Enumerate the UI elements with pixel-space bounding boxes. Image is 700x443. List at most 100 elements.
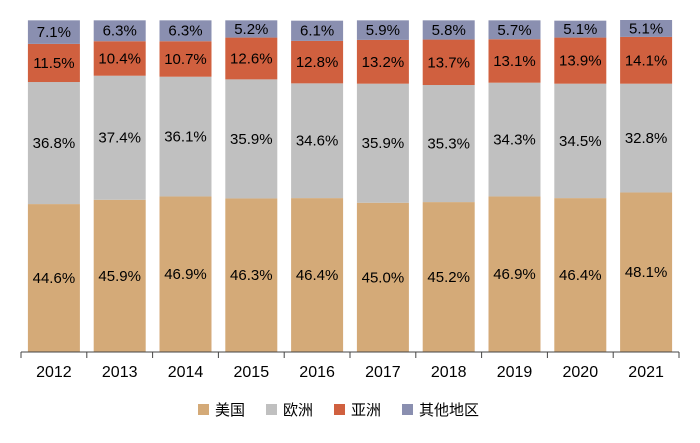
bar-segment [620, 20, 673, 37]
bar-segment [27, 204, 80, 352]
bar-segment [488, 82, 541, 197]
value-label: 13.1% [493, 53, 536, 70]
value-label: 48.1% [625, 264, 668, 281]
legend-label: 美国 [215, 402, 245, 419]
bar-segment [225, 198, 278, 352]
value-label: 5.8% [432, 22, 466, 39]
bar-segment [291, 20, 344, 41]
value-label: 46.3% [230, 267, 273, 284]
bar-segment [159, 20, 212, 42]
value-label: 35.9% [230, 131, 273, 148]
bar-segment [93, 199, 146, 352]
bar-segment [422, 20, 475, 40]
bar-segment [554, 83, 607, 199]
bar-segment [27, 43, 80, 83]
value-label: 34.5% [559, 133, 602, 150]
legend-swatch [266, 404, 277, 415]
bar-segment [356, 202, 409, 352]
bar-segment [620, 36, 673, 84]
bar-segment [93, 41, 146, 76]
value-label: 14.1% [625, 52, 668, 69]
value-label: 6.1% [300, 23, 334, 40]
value-label: 45.0% [362, 269, 405, 286]
bar-segment [620, 83, 673, 193]
bar-segment [356, 20, 409, 40]
bar-segment [93, 20, 146, 42]
bar-segment [225, 20, 278, 38]
bar-segment [225, 37, 278, 80]
bar-segment [422, 85, 475, 203]
value-label: 10.4% [98, 50, 141, 67]
x-tick-label: 2016 [299, 364, 335, 381]
legend-swatch [198, 404, 209, 415]
x-tick-label: 2013 [102, 364, 138, 381]
bar-segment [620, 192, 673, 352]
value-label: 6.3% [168, 23, 202, 40]
value-label: 46.4% [296, 267, 339, 284]
value-label: 5.7% [497, 22, 531, 39]
bar-segment [488, 39, 541, 83]
value-label: 34.3% [493, 132, 536, 149]
x-tick-label: 2021 [628, 364, 664, 381]
bar-segment [554, 20, 607, 38]
value-label: 45.9% [98, 268, 141, 285]
bar-segment [291, 198, 344, 352]
value-label: 45.2% [427, 269, 470, 286]
value-label: 6.3% [103, 23, 137, 40]
value-label: 35.9% [362, 135, 405, 152]
x-tick-label: 2015 [234, 364, 270, 381]
value-label: 46.4% [559, 267, 602, 284]
value-label: 36.1% [164, 129, 207, 146]
bar-segment [488, 20, 541, 40]
value-label: 37.4% [98, 130, 141, 147]
bar-segment [291, 83, 344, 199]
bar-segment [159, 196, 212, 352]
bar-segment [225, 79, 278, 199]
legend-label: 其他地区 [419, 402, 479, 419]
x-tick-label: 2019 [497, 364, 533, 381]
value-label: 13.2% [362, 54, 405, 71]
x-tick-label: 2020 [563, 364, 599, 381]
bar-segment [291, 40, 344, 84]
value-label: 46.9% [493, 266, 536, 283]
value-label: 44.6% [33, 270, 76, 287]
value-label: 34.6% [296, 133, 339, 150]
bar-segment [356, 39, 409, 84]
bar-segment [27, 20, 80, 44]
legend-label: 欧洲 [283, 402, 313, 419]
x-tick-label: 2017 [365, 364, 401, 381]
bar-segment [488, 196, 541, 352]
bar-segment [27, 82, 80, 205]
value-label: 36.8% [33, 135, 76, 152]
x-tick-label: 2018 [431, 364, 467, 381]
legend-swatch [402, 404, 413, 415]
value-label: 5.2% [234, 21, 268, 38]
legend-label: 亚洲 [351, 402, 381, 419]
value-label: 7.1% [37, 24, 71, 41]
value-label: 12.8% [296, 54, 339, 71]
value-label: 12.6% [230, 50, 273, 67]
value-label: 11.5% [33, 55, 74, 72]
value-label: 10.7% [164, 51, 207, 68]
legend-swatch [334, 404, 345, 415]
value-label: 13.7% [427, 54, 470, 71]
value-label: 5.1% [629, 20, 663, 37]
value-label: 32.8% [625, 130, 668, 147]
value-label: 46.9% [164, 266, 207, 283]
bar-segment [159, 41, 212, 77]
bar-segment [554, 37, 607, 84]
x-tick-label: 2014 [168, 364, 204, 381]
value-label: 13.9% [559, 53, 602, 70]
value-label: 35.3% [427, 136, 470, 153]
bar-segment [554, 198, 607, 352]
bar-segment [159, 76, 212, 197]
bar-segment [422, 39, 475, 86]
bar-segment [93, 75, 146, 200]
value-label: 5.1% [563, 21, 597, 38]
bar-segment [422, 202, 475, 352]
x-tick-label: 2012 [36, 364, 72, 381]
value-label: 5.9% [366, 22, 400, 39]
bar-segment [356, 83, 409, 203]
